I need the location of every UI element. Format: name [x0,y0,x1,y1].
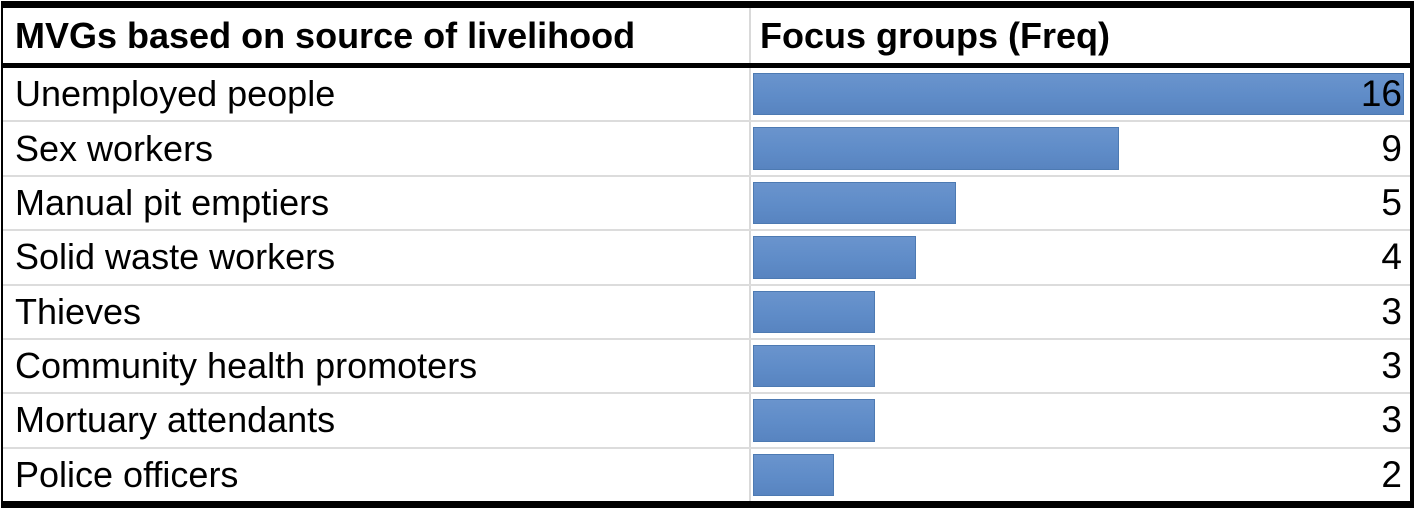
freq-value: 4 [1381,236,1402,278]
category-cell: Manual pit emptiers [3,176,751,230]
category-cell: Solid waste workers [3,231,751,284]
freq-value: 16 [1360,73,1402,115]
freq-cell: 3 [751,340,1410,392]
table-row: Community health promoters 3 [3,339,1410,395]
category-cell: Thieves [3,285,751,338]
freq-cell: 16 [751,68,1410,120]
table-row: Unemployed people 16 [3,68,1410,123]
table-row: Sex workers 9 [3,122,1410,177]
table-row: Manual pit emptiers 5 [3,176,1410,232]
freq-value: 3 [1381,345,1402,387]
category-cell: Community health promoters [3,339,751,393]
freq-cell: 5 [751,177,1410,229]
freq-value: 9 [1381,127,1402,169]
freq-bar [753,236,916,279]
freq-bar [753,453,835,496]
category-cell: Sex workers [3,122,751,175]
table-body: Unemployed people 16 Sex workers 9 Manua… [3,68,1410,501]
category-cell: Unemployed people [3,68,751,121]
freq-cell: 9 [751,122,1410,174]
category-cell: Police officers [3,448,751,501]
freq-bar [753,399,876,442]
table-row: Solid waste workers 4 [3,231,1410,286]
freq-cell: 3 [751,394,1410,446]
freq-bar [753,344,876,388]
category-cell: Mortuary attendants [3,394,751,447]
freq-value: 2 [1381,453,1402,495]
table-row: Mortuary attendants 3 [3,394,1410,449]
freq-value: 3 [1381,399,1402,441]
table-row: Thieves 3 [3,285,1410,340]
freq-value: 3 [1381,290,1402,332]
freq-value: 5 [1381,181,1402,223]
table-header-row: MVGs based on source of livelihood Focus… [3,8,1410,68]
freq-bar [753,73,1404,116]
freq-cell: 3 [751,286,1410,338]
table-row: Police officers 2 [3,448,1410,501]
freq-bar [753,127,1120,170]
freq-bar [753,290,876,333]
freq-bar [753,181,957,225]
freq-cell: 2 [751,449,1410,501]
header-category: MVGs based on source of livelihood [3,8,751,63]
header-freq: Focus groups (Freq) [760,14,1110,56]
freq-cell: 4 [751,231,1410,283]
